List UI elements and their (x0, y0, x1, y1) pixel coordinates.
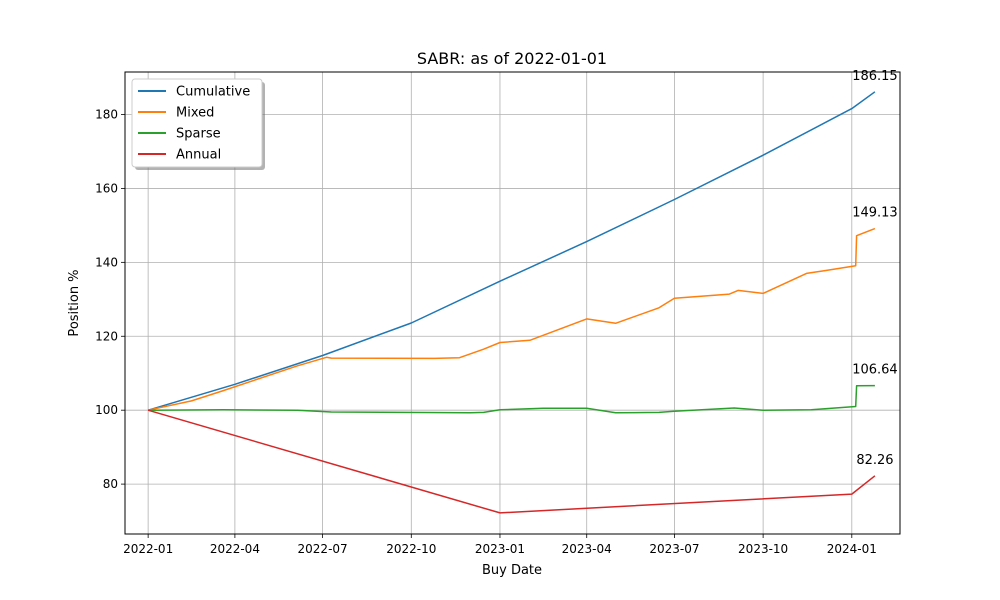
series-layer (147, 91, 876, 514)
x-tick-label: 2023-04 (562, 542, 612, 556)
end-value-label-annual: 82.26 (856, 453, 893, 468)
x-tick-label: 2023-10 (738, 542, 788, 556)
x-tick-label: 2024-01 (827, 542, 877, 556)
legend-label-cumulative: Cumulative (176, 85, 250, 100)
legend-label-mixed: Mixed (176, 106, 214, 121)
legend: Cumulative Mixed Sparse Annual (131, 78, 265, 170)
x-tick-label: 2022-04 (210, 542, 260, 556)
series-line-mixed (147, 227, 876, 411)
x-axis-label: Buy Date (482, 563, 542, 578)
end-value-label-mixed: 149.13 (852, 206, 898, 221)
y-tick-label: 120 (95, 329, 118, 343)
chart-title: SABR: as of 2022-01-01 (417, 49, 607, 68)
y-tick-label: 180 (95, 108, 118, 122)
y-axis-label: Position % (67, 269, 82, 336)
x-tick-label: 2022-01 (123, 542, 173, 556)
x-tick-label: 2022-07 (298, 542, 348, 556)
x-tick-label: 2023-01 (475, 542, 525, 556)
legend-label-sparse: Sparse (176, 127, 221, 142)
y-tick-label: 80 (103, 477, 118, 491)
y-tick-label: 140 (95, 255, 118, 269)
tick-layer: 2022-01 2022-04 2022-07 2022-10 2023-01 2023-… (95, 108, 877, 556)
y-tick-label: 160 (95, 181, 118, 195)
legend-box (131, 78, 263, 168)
y-tick-label: 100 (95, 403, 118, 417)
series-line-sparse (148, 384, 875, 414)
x-tick-label: 2023-07 (649, 542, 699, 556)
x-tick-label: 2022-10 (386, 542, 436, 556)
series-line-cumulative (147, 91, 876, 411)
end-value-label-sparse: 106.64 (852, 363, 898, 378)
end-label-layer: 186.15 149.13 106.64 82.26 (852, 69, 898, 468)
series-line-annual (147, 409, 876, 514)
end-value-label-cumulative: 186.15 (852, 69, 898, 84)
plot-frame (124, 71, 901, 535)
legend-label-annual: Annual (176, 148, 221, 163)
